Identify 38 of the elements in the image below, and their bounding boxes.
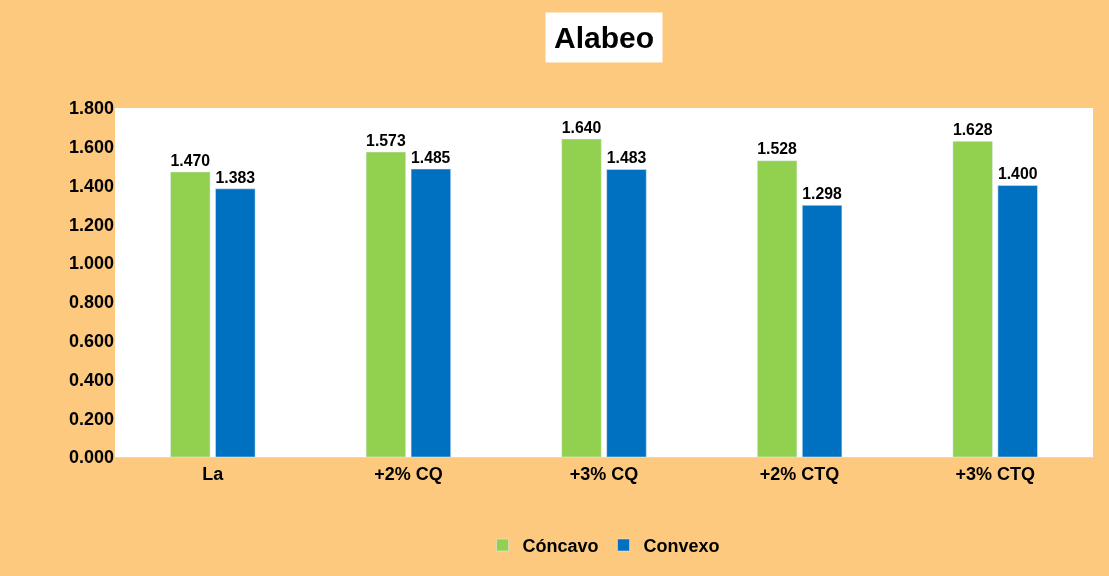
bar [365,151,406,457]
data-label: 1.400 [997,165,1038,183]
y-tick-label: 1.000 [68,253,114,274]
bar [757,160,798,457]
legend-label: Convexo [643,536,720,557]
x-tick-label: +2% CQ [374,463,443,484]
data-label: 1.628 [952,121,993,139]
x-tick-label: La [202,463,225,484]
data-label: 1.483 [606,149,647,167]
bar [802,205,843,457]
y-tick-label: 0.000 [68,447,114,468]
bar [606,169,647,457]
bar [410,168,451,457]
bar [561,138,602,457]
y-tick-label: 0.600 [68,330,114,351]
chart-title: Alabeo [554,21,655,54]
bar [952,141,993,457]
y-tick-label: 1.600 [68,137,114,158]
legend-label: Cóncavo [522,536,599,557]
data-label: 1.485 [411,148,451,166]
bar [215,188,256,457]
y-tick-label: 1.400 [68,175,114,196]
y-tick-label: 0.800 [68,292,114,313]
data-label: 1.573 [366,131,406,149]
bar [170,171,211,457]
data-label: 1.298 [802,185,843,202]
data-label: 1.470 [170,151,211,169]
bar [997,185,1038,457]
y-tick-label: 0.200 [68,408,114,429]
data-label: 1.640 [561,118,602,136]
x-tick-label: +3% CTQ [955,463,1035,484]
data-label: 1.528 [757,140,798,158]
x-tick-label: +2% CTQ [759,463,840,484]
x-tick-label: +3% CQ [569,463,639,484]
y-tick-label: 1.800 [68,98,114,119]
y-tick-label: 0.400 [68,369,114,390]
y-tick-label: 1.200 [68,214,114,235]
data-label: 1.383 [215,168,256,186]
